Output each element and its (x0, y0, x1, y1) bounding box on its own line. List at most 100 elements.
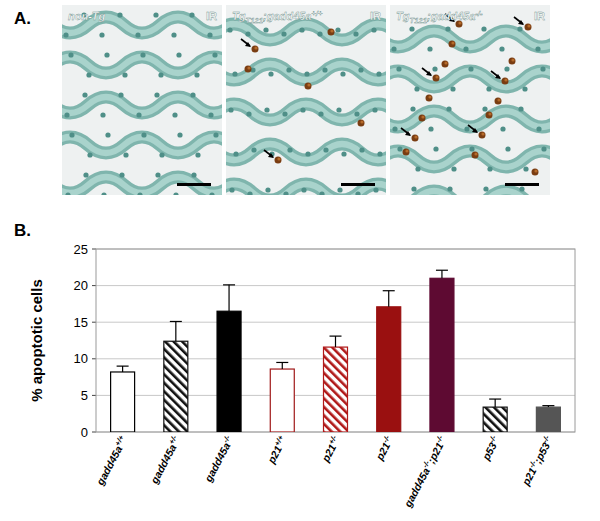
epithelium (62, 57, 222, 73)
error-bar (117, 366, 129, 372)
apoptotic-cell (479, 132, 486, 139)
apoptotic-cell-core (481, 132, 484, 135)
image-label: non-Tg (68, 10, 106, 22)
bar (217, 311, 241, 432)
epithelium (390, 31, 550, 47)
nucleus (172, 112, 177, 117)
epithelium (390, 71, 550, 87)
apoptotic-cell-core (254, 46, 257, 49)
apoptotic-cell (502, 78, 509, 85)
arrow-head (426, 71, 432, 76)
epithelium (390, 191, 550, 195)
nucleus (208, 112, 213, 117)
nucleus (536, 126, 541, 131)
nucleus (137, 192, 142, 195)
apoptotic-cell-core (405, 149, 408, 152)
nucleus (481, 26, 486, 31)
apoptotic-cell (495, 98, 502, 105)
apoptotic-cell-core (511, 58, 514, 61)
apoptotic-cell (532, 169, 539, 176)
image-label: TgT121;gadd45a-/- (396, 9, 483, 26)
bars (111, 270, 561, 432)
error-line (441, 270, 442, 278)
nucleus (519, 186, 524, 191)
arrow (468, 125, 477, 132)
nucleus (100, 112, 105, 117)
nucleus (65, 192, 70, 195)
error-bar (330, 336, 342, 347)
epithelium-core (226, 24, 386, 40)
nucleus (522, 86, 527, 91)
epithelium (62, 97, 222, 113)
apoptotic-cell (412, 135, 419, 142)
epithelium-core (390, 31, 550, 47)
nucleus (83, 172, 88, 177)
nucleus (428, 126, 433, 131)
nucleus (233, 151, 238, 156)
error-line (388, 291, 389, 307)
category-label: p21-/-;p53-/- (518, 433, 556, 488)
tick-mark (92, 322, 96, 323)
apoptotic-cell-core (527, 24, 530, 27)
nucleus (212, 52, 217, 57)
tick-mark (92, 249, 96, 250)
nucleus (451, 166, 456, 171)
nucleus (500, 126, 505, 131)
error-cap (542, 405, 554, 406)
apoptotic-cell (275, 157, 282, 164)
nucleus (337, 187, 342, 192)
nucleus (245, 31, 250, 36)
nucleus (377, 151, 382, 156)
arrow (241, 39, 250, 46)
nucleus (541, 146, 546, 151)
nucleus (445, 26, 450, 31)
nucleus (64, 112, 69, 117)
error-cap (276, 362, 288, 363)
tick-label: 10 (74, 351, 88, 366)
nucleus (171, 32, 176, 37)
nucleus (228, 107, 233, 112)
epithelium-core (226, 144, 386, 160)
axis-title: % apoptotic cells (28, 279, 45, 402)
tick-mark (92, 358, 96, 359)
nucleus (207, 32, 212, 37)
panel-letter: B. (14, 221, 31, 240)
tick-mark (92, 432, 96, 433)
nucleus (69, 132, 74, 137)
apoptotic-cell (433, 75, 440, 82)
nucleus (299, 27, 304, 32)
epithelium-core (62, 57, 222, 73)
nucleus (300, 107, 305, 112)
nucleus (392, 126, 397, 131)
nucleus (305, 151, 310, 156)
nucleus (319, 191, 324, 195)
nucleus (227, 27, 232, 32)
nucleus (232, 71, 237, 76)
panel-letter: A. (14, 9, 31, 28)
nucleus (209, 192, 214, 195)
micrograph (390, 5, 550, 195)
nucleus (371, 27, 376, 32)
nucleus (446, 106, 451, 111)
nucleus (372, 107, 377, 112)
micrograph (226, 5, 386, 195)
arrow-head (268, 153, 274, 158)
nucleus (317, 31, 322, 36)
apoptotic-cell (403, 149, 410, 156)
nucleus (141, 132, 146, 137)
nucleus (263, 27, 268, 32)
error-bar (383, 291, 395, 307)
apoptotic-cell-core (497, 98, 500, 101)
tick-label: 0 (81, 425, 88, 440)
error-cap (383, 290, 395, 291)
arrow-head (472, 128, 478, 133)
apoptotic-cell-core (534, 169, 537, 172)
nucleus (487, 166, 492, 171)
nucleus (173, 192, 178, 195)
nucleus (505, 146, 510, 151)
error-bar (436, 270, 448, 278)
error-bar (489, 399, 501, 407)
nucleus (136, 112, 141, 117)
epithelium-core (62, 97, 222, 113)
nucleus (153, 12, 158, 17)
